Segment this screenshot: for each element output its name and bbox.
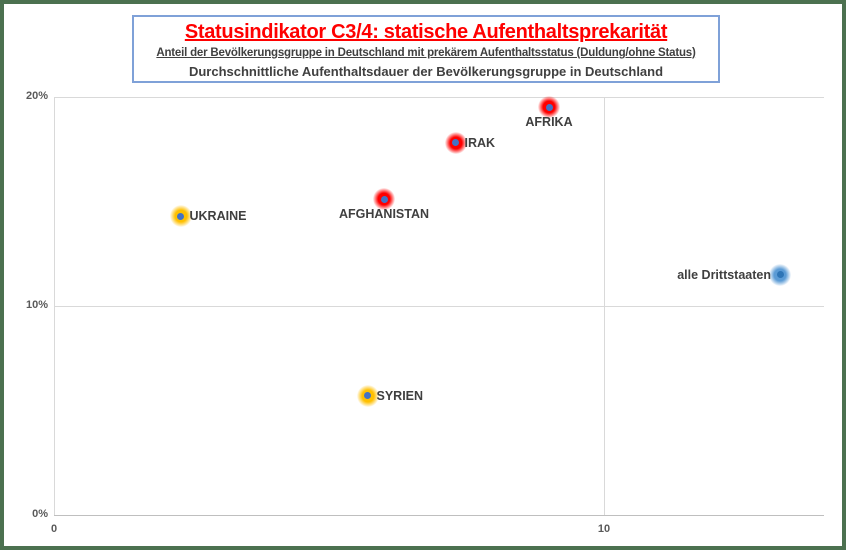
gridline-x-0: [54, 97, 55, 515]
data-point-syrien: SYRIEN: [356, 384, 423, 407]
gridline-x-10: [604, 97, 605, 515]
data-point-afghanistan: AFGHANISTAN: [339, 188, 429, 221]
gridline-y-0%: [54, 515, 824, 516]
data-point-dot-syrien: [364, 392, 371, 400]
data-point-ukraine: UKRAINE: [169, 205, 246, 228]
chart-title: Statusindikator C3/4: statische Aufentha…: [184, 21, 668, 43]
data-point-dot-irak: [452, 139, 459, 147]
data-point-label-afghanistan: AFGHANISTAN: [338, 207, 430, 222]
chart-subtitle-yaxis: Anteil der Bevölkerungsgruppe in Deutsch…: [156, 47, 696, 59]
data-point-dot-afrika: [545, 103, 553, 111]
y-axis-tick-20%: 20%: [25, 90, 48, 102]
x-axis-tick-0: 0: [50, 523, 58, 535]
data-point-dot-afghanistan: [380, 195, 388, 203]
gridline-y-20%: [54, 97, 824, 98]
data-point-label-afrika: AFRIKA: [525, 115, 573, 130]
plot-area: 20% 10% 0% 0 10 UKRAINE AFGHANISTAN IRAK AFRIKA S…: [26, 90, 824, 535]
data-point-label-alle-drittstaaten: alle Drittstaaten: [677, 267, 771, 282]
data-point-dot-ukraine: [177, 212, 184, 220]
data-point-dot-alle-drittstaaten: [776, 271, 784, 279]
data-point-afrika: AFRIKA: [525, 96, 573, 129]
y-axis-tick-0%: 0%: [32, 508, 48, 520]
data-point-label-irak: IRAK: [464, 135, 496, 150]
data-point-alle-drittstaaten: alle Drittstaaten: [677, 263, 791, 286]
chart-subtitle-xaxis: Durchschnittliche Aufenthaltsdauer der B…: [188, 64, 664, 79]
data-point-label-ukraine: UKRAINE: [189, 209, 247, 224]
gridline-y-10%: [54, 306, 824, 307]
y-axis-tick-10%: 10%: [25, 299, 48, 311]
x-axis-tick-10: 10: [597, 523, 611, 535]
chart-title-box: Statusindikator C3/4: statische Aufentha…: [132, 15, 720, 83]
data-point-irak: IRAK: [444, 131, 495, 154]
data-point-label-syrien: SYRIEN: [376, 388, 424, 403]
